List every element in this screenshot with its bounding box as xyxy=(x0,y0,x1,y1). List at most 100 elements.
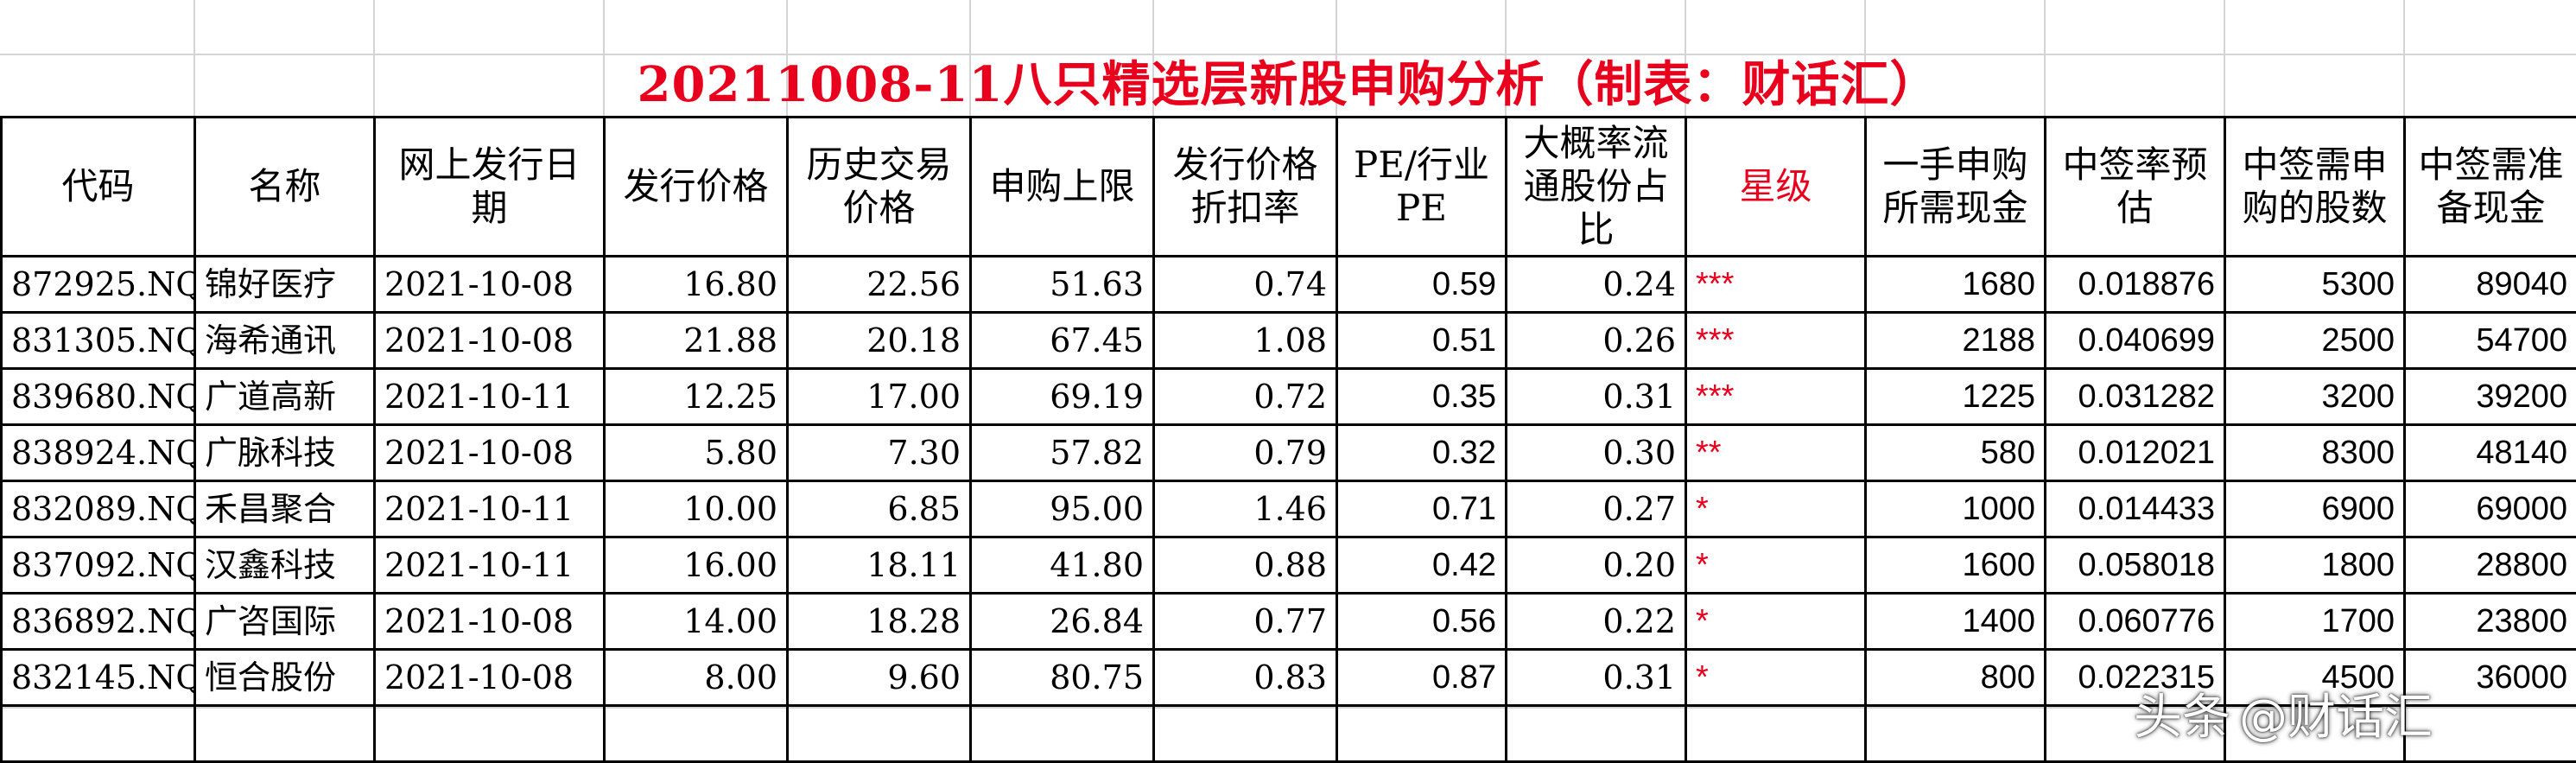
cell-shares-needed[interactable]: 6900 xyxy=(2225,481,2405,537)
empty-cell[interactable] xyxy=(605,706,788,762)
cell-cash-needed[interactable]: 69000 xyxy=(2405,481,2576,537)
cell-code[interactable]: 831305.NQ xyxy=(2,313,195,369)
header-star-rating[interactable]: 星级 xyxy=(1686,118,1866,257)
cell-issue-date[interactable]: 2021-10-08 xyxy=(375,650,605,706)
header-pe-ratio[interactable]: PE/行业PE xyxy=(1337,118,1507,257)
cell-historical-price[interactable]: 22.56 xyxy=(788,257,971,313)
cell-lot-cash[interactable]: 1680 xyxy=(1866,257,2046,313)
cell-subscription-limit[interactable]: 26.84 xyxy=(971,594,1154,650)
header-code[interactable]: 代码 xyxy=(2,118,195,257)
cell-name[interactable]: 恒合股份 xyxy=(195,650,375,706)
cell-win-rate[interactable]: 0.018876 xyxy=(2046,257,2225,313)
cell-subscription-limit[interactable]: 57.82 xyxy=(971,425,1154,481)
empty-cell[interactable] xyxy=(195,706,375,762)
cell-shares-needed[interactable]: 2500 xyxy=(2225,313,2405,369)
cell-issue-price[interactable]: 16.80 xyxy=(605,257,788,313)
cell-lot-cash[interactable]: 580 xyxy=(1866,425,2046,481)
cell-historical-price[interactable]: 20.18 xyxy=(788,313,971,369)
cell-code[interactable]: 837092.NQ xyxy=(2,537,195,594)
cell-name[interactable]: 广脉科技 xyxy=(195,425,375,481)
cell-issue-date[interactable]: 2021-10-08 xyxy=(375,257,605,313)
header-float-ratio[interactable]: 大概率流通股份占比 xyxy=(1507,118,1686,257)
cell-discount-rate[interactable]: 0.88 xyxy=(1154,537,1337,594)
header-shares-needed[interactable]: 中签需申购的股数 xyxy=(2225,118,2405,257)
header-discount-rate[interactable]: 发行价格折扣率 xyxy=(1154,118,1337,257)
cell-star-rating[interactable]: *** xyxy=(1686,313,1866,369)
header-cash-needed[interactable]: 中签需准备现金 xyxy=(2405,118,2576,257)
cell-subscription-limit[interactable]: 69.19 xyxy=(971,369,1154,425)
cell-discount-rate[interactable]: 0.83 xyxy=(1154,650,1337,706)
cell-issue-price[interactable]: 5.80 xyxy=(605,425,788,481)
header-issue-date[interactable]: 网上发行日期 xyxy=(375,118,605,257)
cell-cash-needed[interactable]: 54700 xyxy=(2405,313,2576,369)
cell-name[interactable]: 广道高新 xyxy=(195,369,375,425)
cell-name[interactable]: 汉鑫科技 xyxy=(195,537,375,594)
cell-float-ratio[interactable]: 0.31 xyxy=(1507,369,1686,425)
cell-star-rating[interactable]: * xyxy=(1686,650,1866,706)
cell-issue-price[interactable]: 16.00 xyxy=(605,537,788,594)
cell-issue-date[interactable]: 2021-10-11 xyxy=(375,537,605,594)
cell-pe-ratio[interactable]: 0.71 xyxy=(1337,481,1507,537)
empty-cell[interactable] xyxy=(1866,706,2046,762)
cell-historical-price[interactable]: 9.60 xyxy=(788,650,971,706)
cell-issue-date[interactable]: 2021-10-11 xyxy=(375,369,605,425)
cell-float-ratio[interactable]: 0.24 xyxy=(1507,257,1686,313)
empty-cell[interactable] xyxy=(1154,706,1337,762)
cell-float-ratio[interactable]: 0.26 xyxy=(1507,313,1686,369)
cell-historical-price[interactable]: 18.28 xyxy=(788,594,971,650)
cell-float-ratio[interactable]: 0.30 xyxy=(1507,425,1686,481)
cell-star-rating[interactable]: *** xyxy=(1686,369,1866,425)
cell-issue-date[interactable]: 2021-10-08 xyxy=(375,425,605,481)
cell-win-rate[interactable]: 0.058018 xyxy=(2046,537,2225,594)
cell-subscription-limit[interactable]: 80.75 xyxy=(971,650,1154,706)
cell-code[interactable]: 832089.NQ xyxy=(2,481,195,537)
cell-issue-date[interactable]: 2021-10-08 xyxy=(375,313,605,369)
cell-star-rating[interactable]: * xyxy=(1686,594,1866,650)
cell-star-rating[interactable]: * xyxy=(1686,481,1866,537)
cell-win-rate[interactable]: 0.031282 xyxy=(2046,369,2225,425)
cell-historical-price[interactable]: 7.30 xyxy=(788,425,971,481)
cell-pe-ratio[interactable]: 0.87 xyxy=(1337,650,1507,706)
cell-discount-rate[interactable]: 0.77 xyxy=(1154,594,1337,650)
cell-win-rate[interactable]: 0.012021 xyxy=(2046,425,2225,481)
cell-issue-date[interactable]: 2021-10-11 xyxy=(375,481,605,537)
cell-lot-cash[interactable]: 1400 xyxy=(1866,594,2046,650)
cell-issue-price[interactable]: 21.88 xyxy=(605,313,788,369)
cell-subscription-limit[interactable]: 41.80 xyxy=(971,537,1154,594)
cell-discount-rate[interactable]: 0.74 xyxy=(1154,257,1337,313)
empty-cell[interactable] xyxy=(1337,706,1507,762)
cell-star-rating[interactable]: * xyxy=(1686,537,1866,594)
cell-issue-date[interactable]: 2021-10-08 xyxy=(375,594,605,650)
cell-lot-cash[interactable]: 2188 xyxy=(1866,313,2046,369)
cell-name[interactable]: 锦好医疗 xyxy=(195,257,375,313)
cell-issue-price[interactable]: 14.00 xyxy=(605,594,788,650)
cell-issue-price[interactable]: 8.00 xyxy=(605,650,788,706)
cell-code[interactable]: 836892.NQ xyxy=(2,594,195,650)
cell-subscription-limit[interactable]: 95.00 xyxy=(971,481,1154,537)
cell-shares-needed[interactable]: 1800 xyxy=(2225,537,2405,594)
cell-code[interactable]: 838924.NQ xyxy=(2,425,195,481)
header-subscription-limit[interactable]: 申购上限 xyxy=(971,118,1154,257)
cell-cash-needed[interactable]: 28800 xyxy=(2405,537,2576,594)
cell-pe-ratio[interactable]: 0.42 xyxy=(1337,537,1507,594)
empty-cell[interactable] xyxy=(971,706,1154,762)
cell-star-rating[interactable]: ** xyxy=(1686,425,1866,481)
cell-discount-rate[interactable]: 1.08 xyxy=(1154,313,1337,369)
cell-shares-needed[interactable]: 5300 xyxy=(2225,257,2405,313)
cell-cash-needed[interactable]: 23800 xyxy=(2405,594,2576,650)
cell-subscription-limit[interactable]: 67.45 xyxy=(971,313,1154,369)
cell-cash-needed[interactable]: 39200 xyxy=(2405,369,2576,425)
cell-pe-ratio[interactable]: 0.32 xyxy=(1337,425,1507,481)
cell-win-rate[interactable]: 0.040699 xyxy=(2046,313,2225,369)
header-win-rate[interactable]: 中签率预估 xyxy=(2046,118,2225,257)
cell-code[interactable]: 832145.NQ xyxy=(2,650,195,706)
cell-cash-needed[interactable]: 48140 xyxy=(2405,425,2576,481)
cell-lot-cash[interactable]: 800 xyxy=(1866,650,2046,706)
cell-float-ratio[interactable]: 0.20 xyxy=(1507,537,1686,594)
cell-pe-ratio[interactable]: 0.59 xyxy=(1337,257,1507,313)
cell-code[interactable]: 839680.NQ xyxy=(2,369,195,425)
cell-win-rate[interactable]: 0.060776 xyxy=(2046,594,2225,650)
cell-float-ratio[interactable]: 0.27 xyxy=(1507,481,1686,537)
cell-historical-price[interactable]: 6.85 xyxy=(788,481,971,537)
cell-pe-ratio[interactable]: 0.56 xyxy=(1337,594,1507,650)
